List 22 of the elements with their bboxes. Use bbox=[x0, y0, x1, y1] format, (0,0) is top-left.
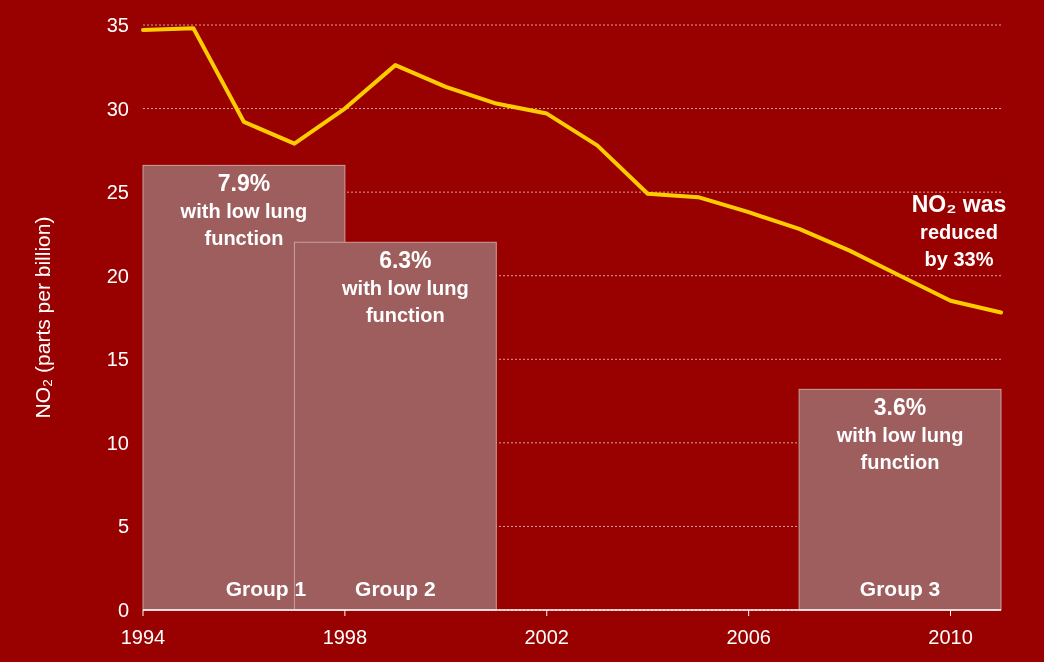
x-tick-label: 2002 bbox=[524, 626, 570, 648]
y-tick-label: 25 bbox=[106, 181, 129, 204]
annotation: Group 2 bbox=[355, 577, 436, 600]
y-tick-label: 10 bbox=[106, 431, 129, 454]
y-tick-label: 30 bbox=[106, 97, 129, 120]
y-axis-title: NO₂ (parts per billion) bbox=[31, 216, 54, 419]
y-tick-label: 15 bbox=[106, 348, 129, 371]
annotation: Group 3 bbox=[859, 577, 941, 600]
x-tick-label: 2006 bbox=[726, 626, 771, 648]
annotation: 7.9% with low lung function bbox=[179, 170, 308, 250]
bar bbox=[798, 388, 1002, 611]
annotation: 6.3% with low lung function bbox=[341, 247, 469, 327]
y-tick-label: 20 bbox=[106, 264, 129, 287]
y-tick-label: 0 bbox=[117, 599, 129, 621]
annotation: Group 1 bbox=[225, 577, 307, 600]
x-tick-label: 1998 bbox=[322, 626, 368, 648]
annotation: 3.6% with low lung function bbox=[835, 394, 964, 474]
x-tick-label: 2010 bbox=[928, 626, 973, 648]
annotation: NO₂ was reduced by 33% bbox=[911, 191, 1007, 271]
x-tick-label: 1994 bbox=[120, 626, 166, 648]
y-tick-label: 5 bbox=[117, 515, 129, 538]
y-tick-label: 35 bbox=[106, 14, 129, 36]
